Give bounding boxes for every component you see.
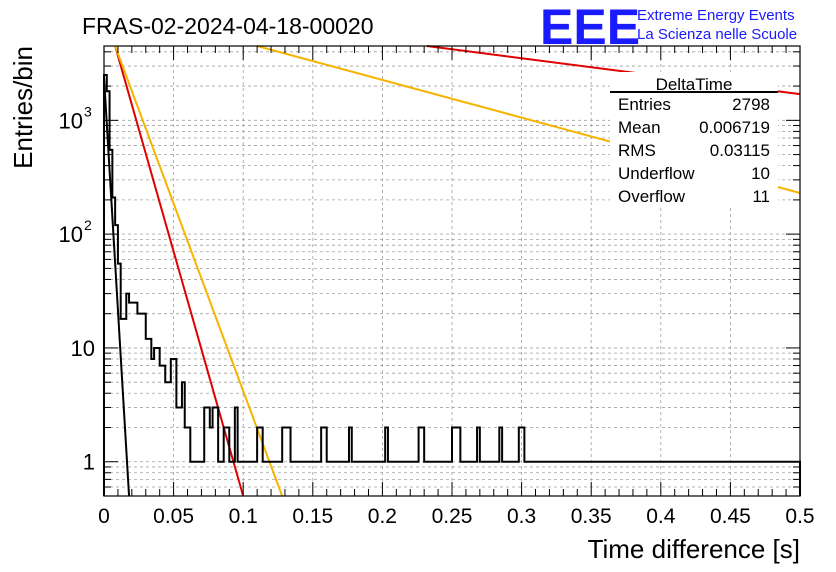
x-tick-label: 0.25	[432, 505, 473, 528]
x-tick-label: 0.1	[229, 505, 258, 528]
stats-value: 10	[751, 164, 770, 183]
x-axis-label: Time difference [s]	[588, 534, 800, 564]
y-tick-label: 10	[71, 336, 95, 361]
x-tick-label: 0.05	[153, 505, 194, 528]
logo-line2: La Scienza nelle Scuole	[637, 26, 797, 43]
x-tick-label: 0	[98, 505, 110, 528]
stats-box: DeltaTime Entries 2798 Mean 0.006719 RMS 0.03…	[610, 72, 778, 208]
x-tick-label: 0.2	[368, 505, 397, 528]
axis-ticks	[103, 46, 801, 496]
grid-lines	[104, 46, 800, 496]
fit-line	[114, 45, 284, 497]
stats-label: Mean	[618, 118, 661, 137]
y-tick-label: 10	[59, 222, 83, 247]
stats-label: Overflow	[618, 187, 686, 206]
x-tick-label: 0.45	[710, 505, 751, 528]
stats-label: Underflow	[618, 164, 695, 183]
stats-value: 0.006719	[699, 118, 770, 137]
plot-title: FRAS-02-2024-04-18-00020	[82, 13, 374, 39]
stats-label: Entries	[618, 95, 671, 114]
stats-label: RMS	[618, 141, 656, 160]
fit-line	[114, 45, 245, 497]
histogram	[103, 74, 801, 496]
y-tick-exponent: 2	[84, 217, 92, 233]
stats-value: 2798	[732, 95, 770, 114]
x-tick-label: 0.15	[292, 505, 333, 528]
x-tick-label: 0.5	[785, 505, 814, 528]
logo-line1: Extreme Energy Events	[637, 7, 795, 24]
header: FRAS-02-2024-04-18-00020 EEE Extreme Ene…	[82, 0, 797, 55]
stats-rows: Entries 2798 Mean 0.006719 RMS 0.03115 Underfl…	[618, 95, 770, 206]
x-tick-label: 0.4	[646, 505, 676, 528]
x-tick-labels: 0 0.05 0.1 0.15 0.2 0.25 0.3 0.35 0.4 0.45 0.5	[98, 505, 814, 528]
fit-line	[103, 77, 131, 497]
stats-value: 11	[752, 187, 770, 206]
y-axis-label: Entries/bin	[8, 46, 38, 169]
eee-logo: EEE	[540, 0, 640, 55]
stats-value: 0.03115	[710, 141, 770, 160]
histogram-steps	[103, 74, 801, 496]
y-tick-label: 1	[83, 450, 95, 475]
x-tick-label: 0.35	[571, 505, 612, 528]
y-tick-label: 10	[59, 108, 83, 133]
y-tick-exponent: 3	[84, 103, 92, 119]
x-tick-label: 0.3	[507, 505, 536, 528]
stats-title: DeltaTime	[656, 75, 733, 94]
stats-box-bg	[610, 72, 778, 208]
